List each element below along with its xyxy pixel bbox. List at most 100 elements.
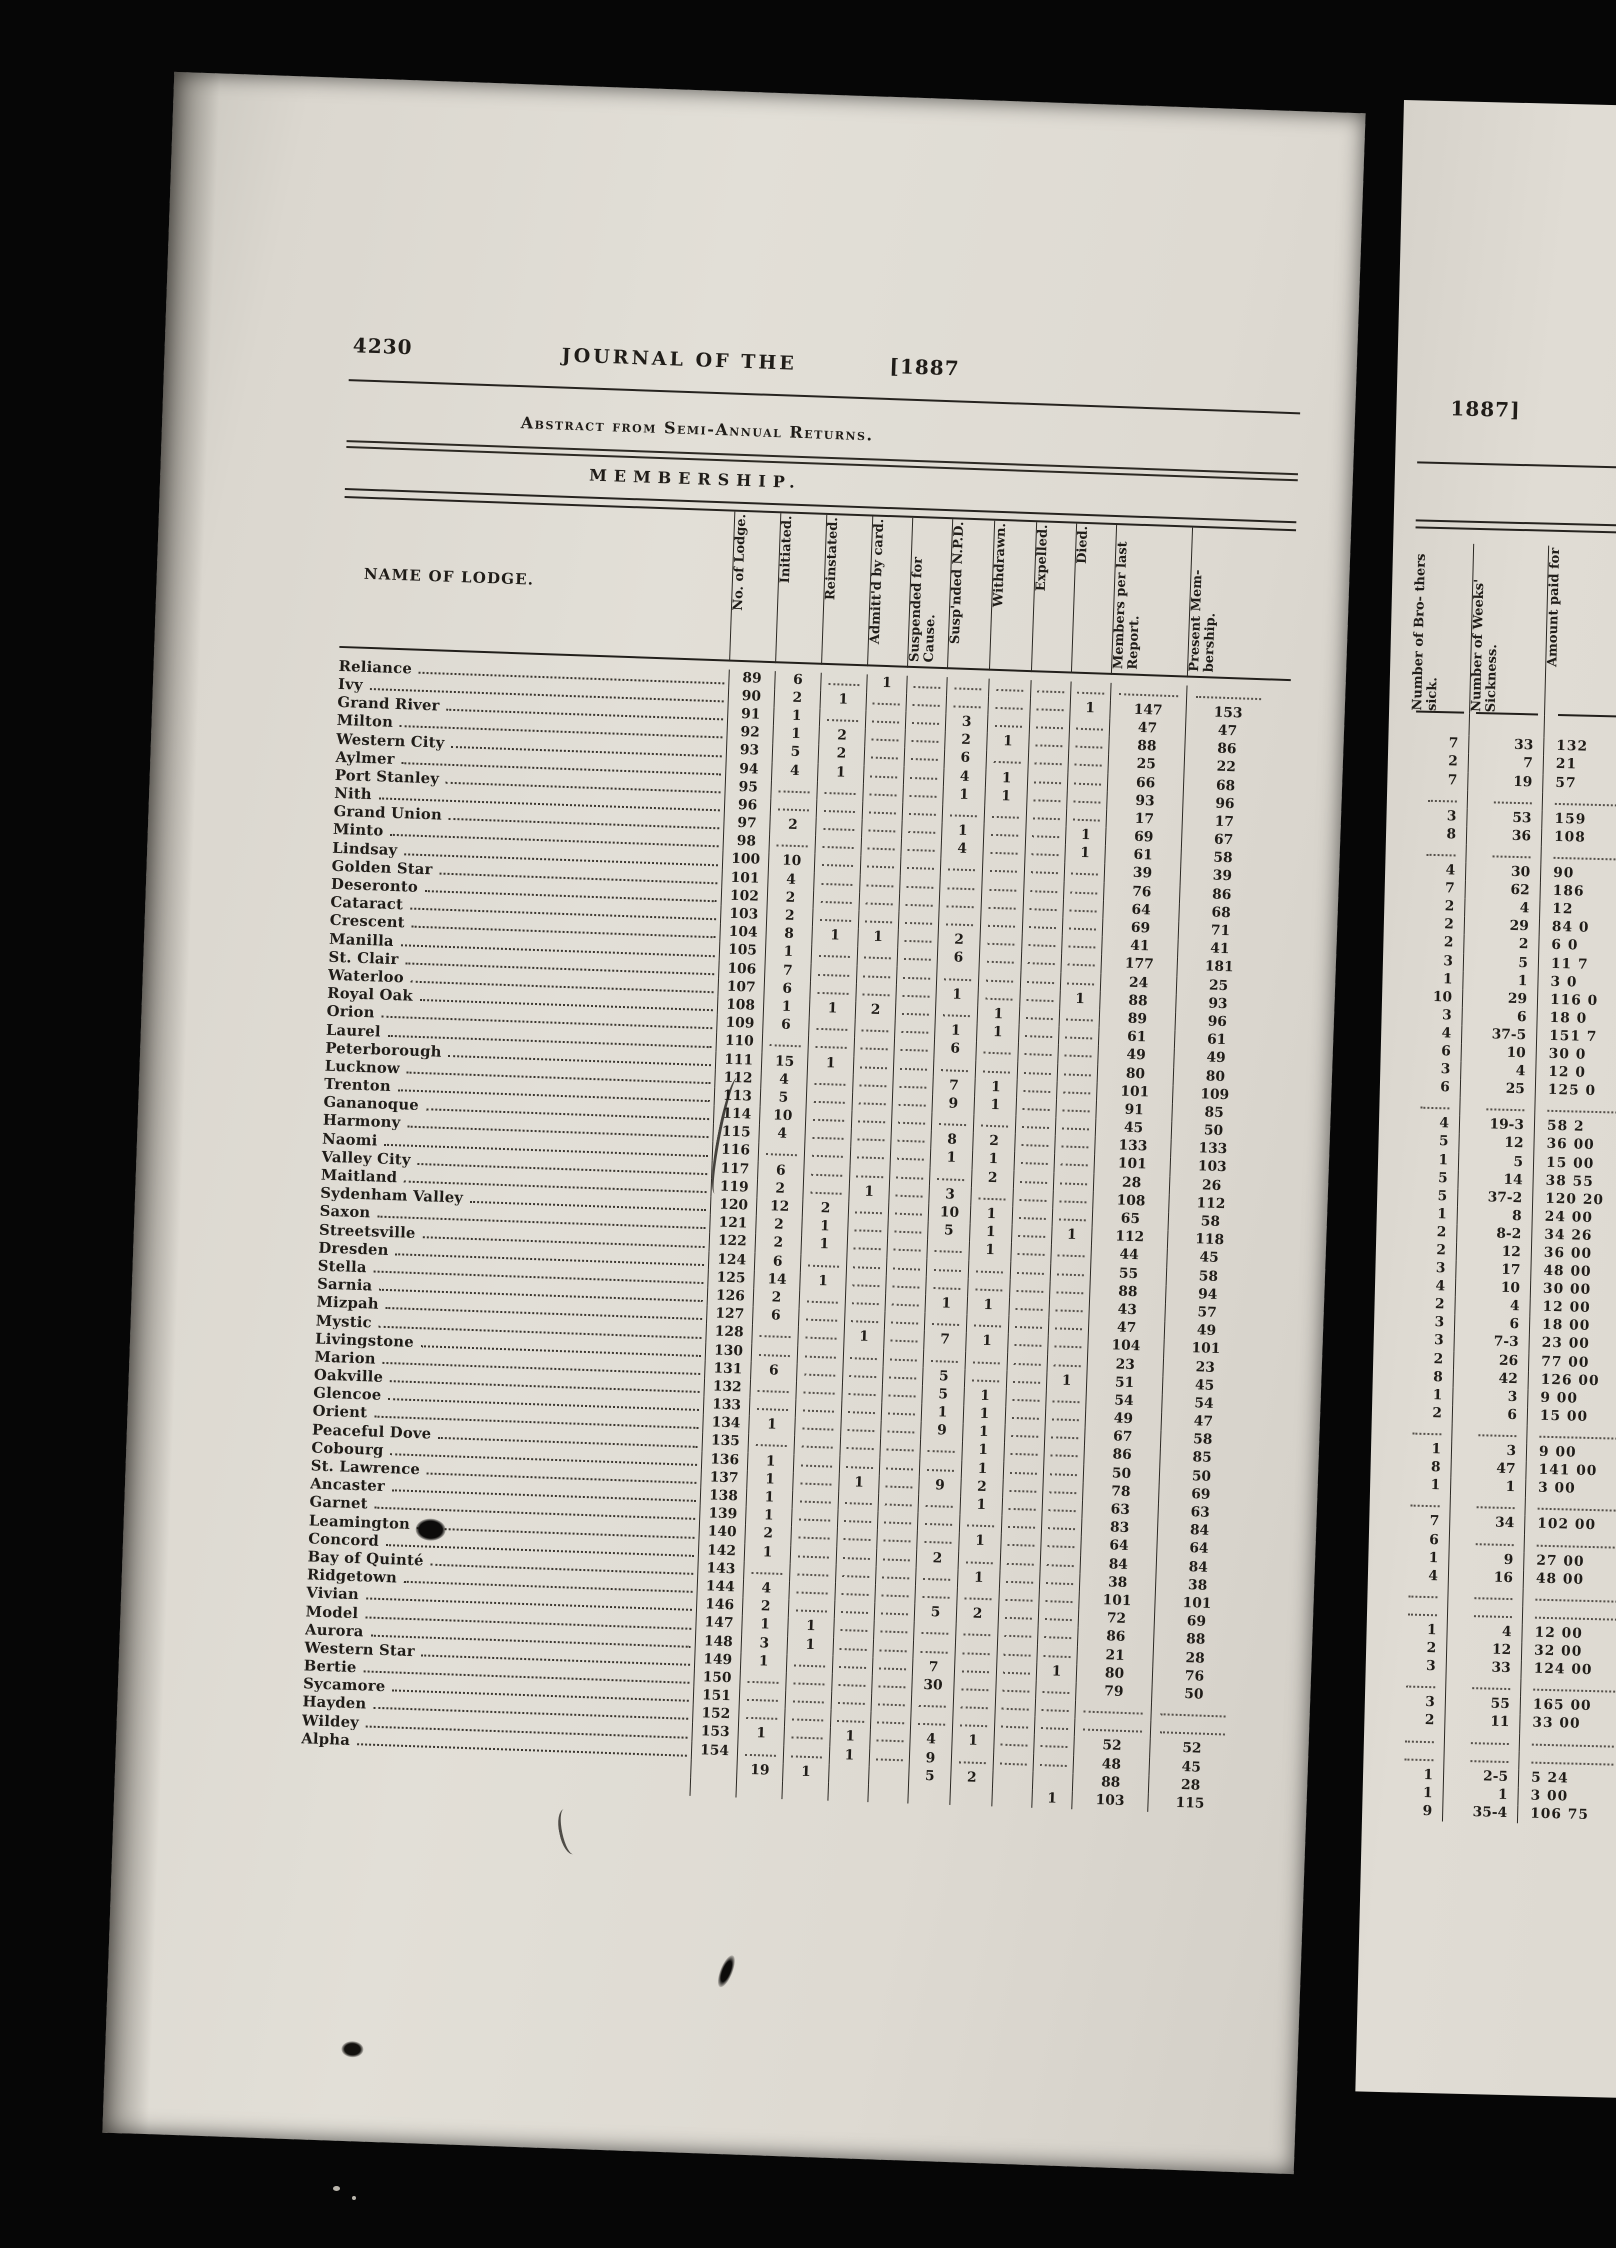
value-cell [955,1623,998,1644]
blank-cell-dots [893,1239,921,1252]
blank-cell-dots [801,1436,833,1450]
value-cell [1033,1735,1074,1755]
blank-cell-dots [1011,1425,1039,1439]
blank-cell-dots [922,1585,951,1599]
value-cell [994,1697,1036,1718]
blank-cell-dots [858,1110,886,1124]
blank-cell-dots [1037,679,1065,693]
blank-cell-dots [1535,1588,1616,1603]
blank-cell-dots [822,836,854,850]
blank-cell-dots [1012,1388,1040,1402]
blank-cell-dots [814,1072,846,1086]
value-cell: 17 [1455,1260,1531,1281]
value-cell: 42 [1452,1369,1528,1390]
value-cell [995,1661,1037,1681]
value-cell [965,1314,1009,1335]
value-cell [1038,1589,1079,1610]
column-header-label: Amount paid for [1545,548,1564,668]
value-cell [904,711,946,732]
value-cell: 1 [965,1332,1008,1353]
column-header-label: Number of Weeks' Sickness. [1469,579,1501,713]
blank-cell-dots [925,1494,954,1508]
blank-cell-dots [1059,1190,1087,1204]
value-cell [1008,1297,1050,1318]
value-cell: 1 [1045,1371,1087,1392]
blank-cell-dots [1003,1643,1031,1657]
value-cell: 2 [741,1597,789,1618]
blank-cell-dots [1039,1753,1067,1767]
value-cell: 29 [1461,989,1538,1010]
value-cell [737,1706,785,1727]
value-cell: 4 [942,767,986,788]
value-cell: 62 [1464,880,1540,901]
value-cell [1035,1680,1076,1701]
value-cell [1058,1008,1100,1028]
blank-cell-dots [1009,1479,1037,1493]
value-cell [1069,681,1111,701]
value-cell [975,1041,1018,1062]
value-cell [950,1750,994,1771]
value-cell [836,1528,877,1548]
value-cell [891,1093,933,1113]
value-cell: 10 [927,1203,971,1224]
value-cell: 10 [1454,1278,1531,1299]
value-cell: 107 [717,978,765,998]
value-cell: 8 [1446,826,1457,843]
blank-cell-dots [990,842,1019,856]
value-cell: 1 [951,1732,994,1753]
blank-cell-dots [812,1145,844,1159]
value-cell [928,1167,972,1188]
blank-cell-dots [960,1696,989,1710]
value-cell [1009,1261,1051,1281]
value-cell [1002,1479,1043,1499]
blank-cell-dots [757,1379,789,1393]
blank-cell-dots [1055,1299,1083,1313]
blank-cell-dots [818,963,850,977]
value-cell [949,1786,992,1807]
blank-cell-dots [860,1037,888,1051]
value-cell [841,1364,883,1385]
blank-cell-dots [1046,1571,1074,1585]
blank-cell-dots [1493,791,1533,805]
value-cell: 1 [1059,990,1100,1010]
blank-cell-dots [1119,682,1179,697]
blank-cell-dots [862,983,890,997]
value-cell: 95 [724,778,772,798]
value-cell: 1 [741,1615,788,1636]
value-cell [896,947,938,968]
value-cell: 1 [929,1149,973,1169]
value-cell [852,1073,893,1094]
value-cell: 1 [808,999,856,1020]
value-cell [827,1782,869,1803]
value-cell [1063,862,1105,883]
value-cell [1055,1099,1097,1119]
value-cell: 19-3 [1458,1116,1535,1136]
value-cell [1443,1749,1519,1770]
value-cell [893,1038,935,1059]
value-cell [808,1017,855,1038]
value-cell: 1 [743,1543,791,1563]
value-cell [869,1729,910,1750]
value-cell: 1 [806,1054,854,1074]
value-cell: 134 [702,1414,749,1435]
value-cell: 121 [709,1214,756,1235]
value-cell: 117 [711,1159,758,1180]
value-cell [1018,1006,1060,1027]
value-cell: 115 [1147,1793,1232,1815]
value-cell: 9 [931,1094,975,1115]
value-cell [1045,1389,1086,1410]
value-cell [1446,1604,1523,1625]
value-cell: 6 [936,949,980,970]
value-cell: 132 [703,1378,751,1398]
value-cell: 1 [786,1635,834,1656]
blank-cell-dots [1016,1279,1044,1293]
value-cell [991,1788,1032,1808]
blank-cell-dots [983,1041,1012,1055]
value-cell: 2 [1463,935,1539,956]
value-cell [953,1659,997,1680]
value-cell: 3 [1435,1260,1446,1277]
value-cell [1060,953,1102,974]
blank-cell-dots [854,1219,882,1233]
blank-cell-dots [966,1514,995,1528]
blank-cell-dots [866,874,894,888]
